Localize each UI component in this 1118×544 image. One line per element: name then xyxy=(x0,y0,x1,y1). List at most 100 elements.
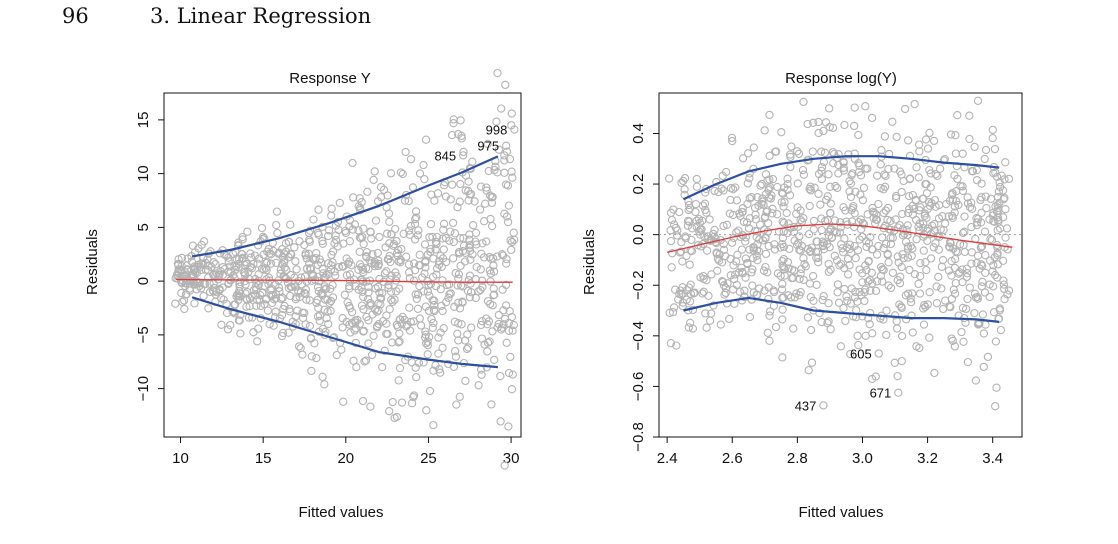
data-point xyxy=(904,208,913,218)
data-point xyxy=(216,267,225,276)
data-point xyxy=(179,296,189,305)
data-point xyxy=(933,171,942,181)
y-axis-label: Residuals xyxy=(84,229,101,295)
data-point xyxy=(174,260,183,270)
data-point xyxy=(669,205,678,214)
data-point xyxy=(386,169,396,178)
data-point xyxy=(366,228,375,237)
data-point xyxy=(281,239,291,248)
data-point xyxy=(237,250,247,259)
outlier-point xyxy=(819,126,828,136)
data-point xyxy=(300,240,309,250)
data-point xyxy=(423,250,432,259)
data-point xyxy=(429,318,438,328)
data-point xyxy=(321,295,330,304)
data-point xyxy=(376,294,386,303)
data-point xyxy=(915,147,924,156)
x-tick-label: 30 xyxy=(503,450,520,467)
data-point xyxy=(874,199,883,209)
data-point xyxy=(434,333,443,342)
data-point xyxy=(375,232,384,242)
data-point xyxy=(835,228,845,237)
data-point xyxy=(778,233,788,243)
data-point xyxy=(981,145,991,155)
data-point xyxy=(763,206,772,215)
data-point xyxy=(459,234,468,243)
data-point xyxy=(993,225,1002,235)
data-point xyxy=(320,305,329,314)
data-point xyxy=(420,175,429,184)
data-point xyxy=(305,321,315,331)
data-point xyxy=(357,198,366,207)
data-point xyxy=(450,229,460,238)
data-point xyxy=(487,198,497,208)
data-point xyxy=(253,259,262,268)
data-point xyxy=(461,376,470,386)
data-point xyxy=(958,303,968,313)
data-point xyxy=(250,251,260,260)
data-point xyxy=(825,122,834,132)
data-point xyxy=(951,149,961,158)
data-point xyxy=(981,268,990,277)
data-point xyxy=(342,317,351,327)
data-point xyxy=(439,225,448,234)
data-point xyxy=(776,271,785,280)
data-point xyxy=(989,308,999,317)
data-point xyxy=(867,268,876,277)
data-point xyxy=(934,272,943,282)
data-point xyxy=(476,285,485,295)
data-point xyxy=(451,352,461,361)
data-point xyxy=(823,318,832,328)
data-point xyxy=(721,283,730,293)
data-point xyxy=(764,241,773,251)
data-point xyxy=(698,201,708,210)
data-point xyxy=(919,223,928,233)
data-point xyxy=(292,265,301,274)
data-point xyxy=(844,150,853,159)
x-tick-label: 3.0 xyxy=(852,450,873,467)
data-point xyxy=(926,254,936,263)
data-point xyxy=(749,143,758,152)
data-point xyxy=(756,220,765,229)
data-point xyxy=(864,239,874,248)
data-point xyxy=(893,276,902,285)
data-point xyxy=(504,422,513,431)
data-point xyxy=(770,245,780,254)
data-point xyxy=(477,334,487,343)
data-point xyxy=(228,307,237,317)
data-point xyxy=(910,99,919,109)
data-point xyxy=(420,269,429,278)
data-point xyxy=(280,257,289,267)
data-point xyxy=(906,294,915,303)
data-point xyxy=(958,149,967,158)
data-point xyxy=(972,220,982,230)
data-point xyxy=(765,311,774,320)
data-point xyxy=(311,253,320,263)
data-point xyxy=(467,323,476,332)
data-point xyxy=(302,254,311,263)
y-tick-label: 0.0 xyxy=(630,224,647,245)
data-point xyxy=(290,243,299,252)
data-point xyxy=(385,251,394,261)
data-point xyxy=(797,241,807,251)
data-point xyxy=(973,96,983,105)
data-point xyxy=(182,265,192,274)
data-point xyxy=(950,263,960,273)
data-point xyxy=(740,286,749,295)
data-point xyxy=(808,147,817,156)
data-point xyxy=(460,257,470,266)
data-point xyxy=(919,246,928,255)
data-point xyxy=(470,197,479,206)
data-point xyxy=(444,293,453,302)
data-point xyxy=(692,182,702,191)
data-point xyxy=(965,134,974,144)
data-point xyxy=(677,178,686,187)
data-point xyxy=(858,278,867,287)
data-point xyxy=(733,250,742,259)
data-point xyxy=(729,274,739,284)
data-point xyxy=(722,299,732,308)
data-point xyxy=(465,230,474,239)
data-point xyxy=(455,197,464,206)
data-point xyxy=(494,145,504,154)
data-point xyxy=(400,315,409,325)
